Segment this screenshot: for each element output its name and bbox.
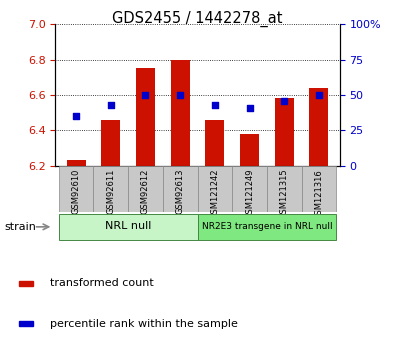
Point [107,102,114,108]
Text: GSM92611: GSM92611 [106,169,115,214]
Point [316,92,322,98]
Text: NR2E3 transgene in NRL null: NR2E3 transgene in NRL null [201,222,332,231]
Bar [163,166,198,212]
Point [246,105,253,110]
Bar [19,280,33,286]
Bar [301,166,336,212]
Bar [128,166,163,212]
Text: NRL null: NRL null [105,221,151,231]
Bar [19,321,33,326]
Point [212,102,218,108]
Bar [205,120,224,166]
Text: GSM92613: GSM92613 [176,169,184,214]
Bar [240,134,259,166]
Bar [59,214,197,240]
Bar [232,166,267,212]
Text: transformed count: transformed count [51,278,154,288]
Bar [171,60,190,166]
Point [281,98,288,103]
Bar [59,166,94,212]
Text: GSM92612: GSM92612 [141,169,150,214]
Bar [101,120,120,166]
Point [177,92,183,98]
Text: GSM121315: GSM121315 [280,169,289,219]
Text: strain: strain [4,222,36,232]
Bar [67,160,86,166]
Point [142,92,149,98]
Text: GDS2455 / 1442278_at: GDS2455 / 1442278_at [112,10,283,27]
Text: percentile rank within the sample: percentile rank within the sample [51,319,238,328]
Bar [198,166,232,212]
Bar [309,88,328,166]
Point [73,113,79,119]
Text: GSM92610: GSM92610 [71,169,81,214]
Bar [267,166,301,212]
Bar [94,166,128,212]
Bar [198,214,336,240]
Text: GSM121242: GSM121242 [211,169,219,219]
Text: GSM121249: GSM121249 [245,169,254,219]
Bar [275,98,294,166]
Bar [136,68,155,166]
Text: GSM121316: GSM121316 [314,169,324,220]
